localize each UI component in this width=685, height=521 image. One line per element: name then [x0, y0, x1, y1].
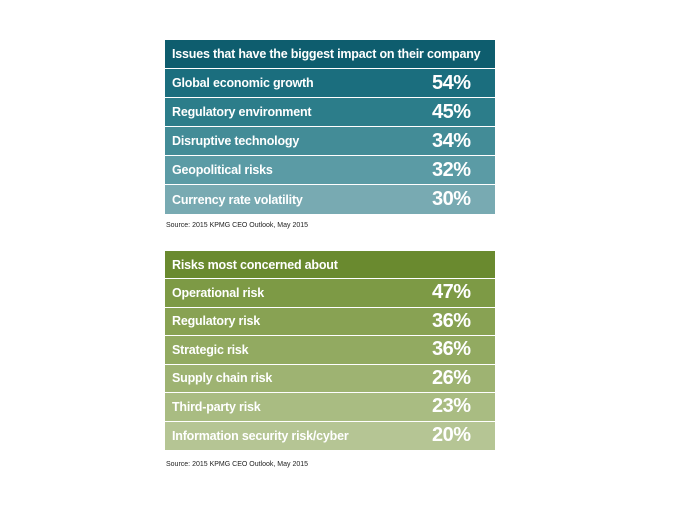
table-row: Currency rate volatility 30%: [165, 185, 495, 214]
row-value: 54%: [432, 71, 471, 94]
table-row: Information security risk/cyber 20%: [165, 421, 495, 450]
table-row: Strategic risk 36%: [165, 336, 495, 365]
row-value: 45%: [432, 100, 471, 123]
row-label: Geopolitical risks: [172, 163, 273, 177]
row-value: 30%: [432, 188, 471, 210]
row-label: Regulatory risk: [172, 314, 261, 329]
table-body: Operational risk 47% Regulatory risk 36% Str…: [165, 279, 495, 450]
row-value: 32%: [432, 158, 471, 181]
row-label: Disruptive technology: [172, 134, 300, 148]
row-value: 34%: [432, 129, 471, 152]
row-label: Third-party risk: [172, 399, 261, 414]
row-label: Information security risk/cyber: [172, 428, 349, 443]
table-row: Regulatory environment 45%: [165, 98, 495, 127]
risks-table: Risks most concerned about Operational r…: [165, 251, 495, 450]
impact-issues-table: Issues that have the biggest impact on t…: [165, 40, 495, 214]
row-label: Regulatory environment: [172, 105, 312, 119]
row-label: Supply chain risk: [172, 371, 273, 386]
row-value: 36%: [432, 338, 471, 361]
table-header: Risks most concerned about: [165, 251, 495, 279]
table-row: Global economic growth 54%: [165, 69, 495, 98]
row-value: 23%: [432, 395, 471, 418]
row-value: 26%: [432, 366, 471, 389]
table-row: Third-party risk 23%: [165, 393, 495, 422]
table-row: Operational risk 47%: [165, 279, 495, 308]
table-row: Disruptive technology 34%: [165, 127, 495, 156]
row-label: Operational risk: [172, 285, 264, 300]
row-value: 20%: [432, 424, 471, 447]
source-note: Source: 2015 KPMG CEO Outlook, May 2015: [166, 461, 309, 468]
table-row: Supply chain risk 26%: [165, 364, 495, 393]
source-note: Source: 2015 KPMG CEO Outlook, May 2015: [166, 222, 309, 229]
table-row: Geopolitical risks 32%: [165, 156, 495, 185]
row-value: 47%: [432, 281, 471, 304]
table-body: Global economic growth 54% Regulatory envi…: [165, 69, 495, 214]
row-label: Currency rate volatility: [172, 192, 303, 207]
row-label: Strategic risk: [172, 342, 249, 357]
table-row: Regulatory risk 36%: [165, 307, 495, 336]
row-value: 36%: [432, 309, 471, 332]
table-header: Issues that have the biggest impact on t…: [165, 40, 495, 90]
row-label: Global economic growth: [172, 76, 314, 90]
